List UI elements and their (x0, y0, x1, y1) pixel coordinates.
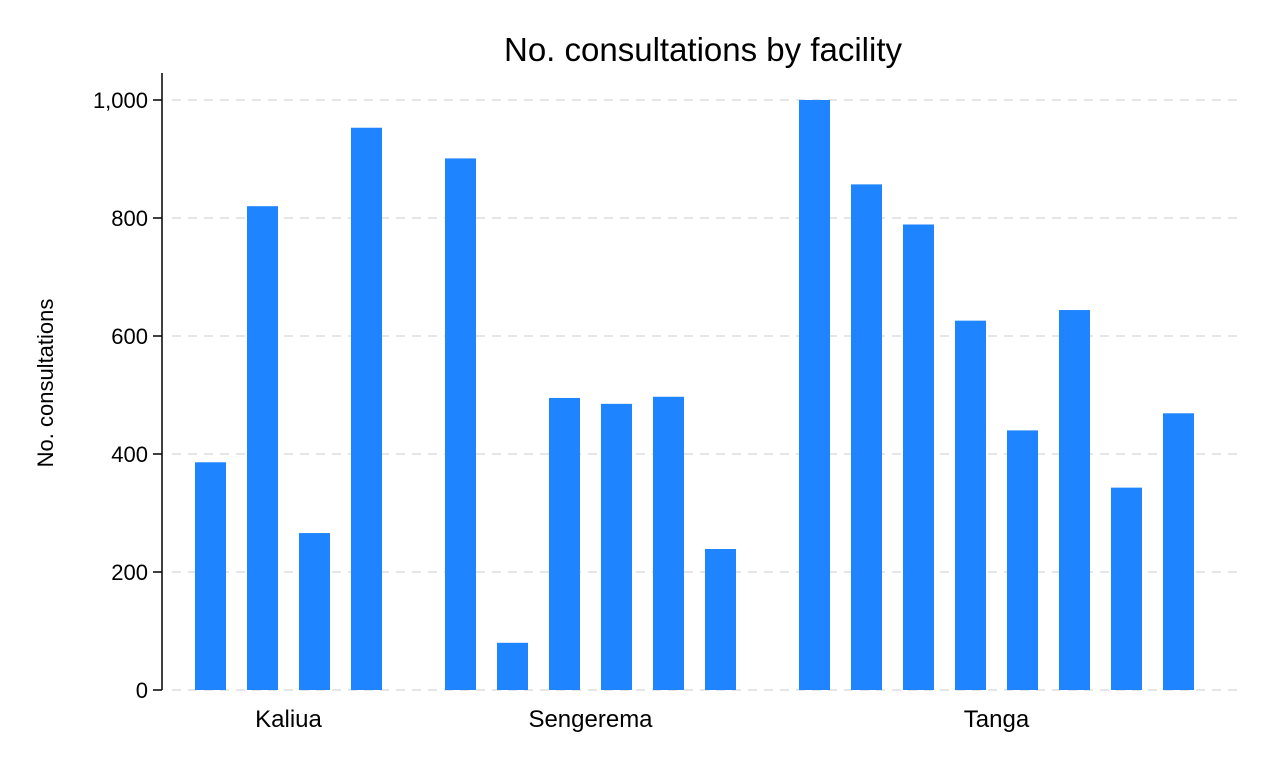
x-group-label: Tanga (964, 706, 1030, 733)
y-tick-label: 200 (111, 560, 148, 585)
bar (903, 224, 934, 691)
x-group-label: Sengerema (528, 706, 653, 733)
y-axis-label: No. consultations (33, 299, 58, 468)
bar (653, 396, 684, 690)
y-axis: 0 200 400 600 800 1,000 (93, 73, 163, 703)
bar (195, 462, 226, 690)
bar (601, 403, 632, 690)
bar (705, 548, 736, 690)
bar (1007, 430, 1038, 690)
bar (955, 320, 986, 690)
bar (549, 397, 580, 690)
bar (851, 184, 882, 690)
bar (1059, 310, 1090, 690)
bar (445, 158, 476, 690)
bar (799, 100, 830, 690)
y-tick-label: 0 (136, 678, 148, 703)
bars (195, 100, 1194, 691)
bar (247, 206, 278, 690)
y-tick-label: 600 (111, 324, 148, 349)
bar (299, 533, 330, 690)
x-group-label: Kaliua (255, 706, 322, 733)
y-tick-label: 400 (111, 442, 148, 467)
x-axis-group-labels: Kaliua Sengerema Tanga (255, 706, 1030, 733)
y-tick-label: 800 (111, 206, 148, 231)
bar (351, 127, 382, 691)
bar (1163, 413, 1194, 690)
bar (497, 642, 528, 690)
y-tick-label: 1,000 (93, 88, 148, 113)
chart-title: No. consultations by facility (504, 31, 903, 68)
bar (1111, 487, 1142, 690)
